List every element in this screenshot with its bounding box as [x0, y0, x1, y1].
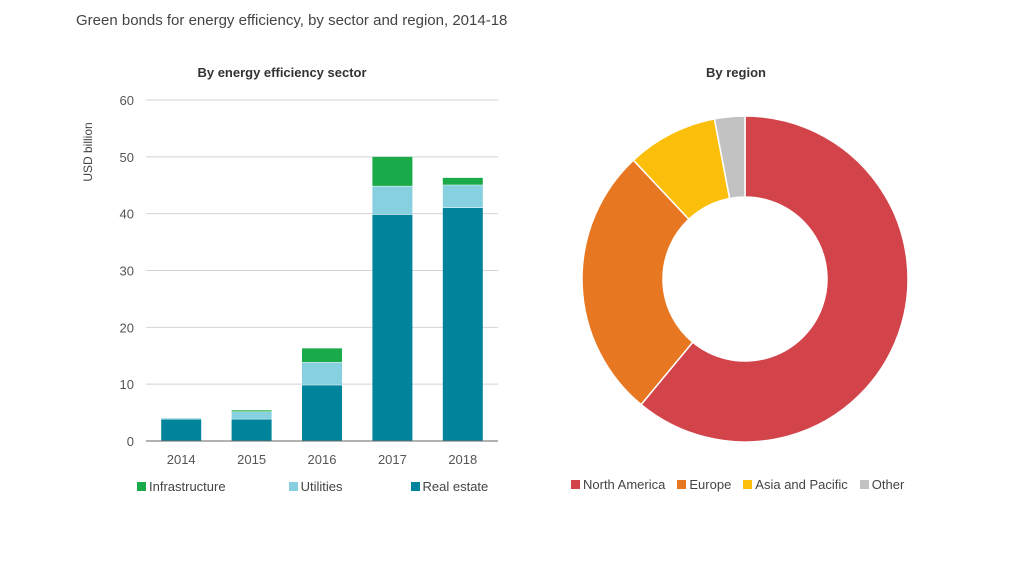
legend-item-infrastructure: Infrastructure — [137, 479, 226, 494]
bar-segment-real-estate — [302, 385, 342, 441]
utilities-swatch — [288, 482, 298, 491]
infrastructure-swatch — [137, 482, 146, 491]
x-tick-label: 2017 — [378, 452, 407, 467]
donut-slice-north-america — [640, 115, 909, 443]
x-tick-label: 2014 — [167, 452, 196, 467]
bar-segment-utilities — [372, 186, 413, 215]
bar-segment-utilities — [442, 185, 483, 208]
bar-segment-utilities — [302, 362, 342, 385]
asia-pacific-swatch — [743, 480, 753, 489]
legend-label-infrastructure: Infrastructure — [149, 479, 226, 494]
bar-segment-infrastructure — [231, 410, 272, 412]
bar-segment-real-estate — [231, 419, 272, 441]
bar-legend: Infrastructure Utilities Real estate — [137, 479, 488, 494]
donut-chart-title: By region — [706, 65, 766, 80]
europe-swatch — [677, 480, 687, 489]
y-tick-label: 10 — [120, 377, 134, 392]
x-tick-label: 2016 — [308, 452, 337, 467]
y-tick-label: 60 — [120, 93, 134, 108]
page-title: Green bonds for energy efficiency, by se… — [76, 12, 508, 29]
other-swatch — [859, 480, 869, 489]
legend-label-other: Other — [871, 477, 905, 492]
bar-segment-real-estate — [442, 207, 483, 441]
bar-segment-real-estate — [161, 419, 202, 441]
legend-label-asia-pacific: Asia and Pacific — [755, 477, 848, 492]
y-axis-label: USD billion — [81, 122, 95, 181]
legend-item-real-estate: Real estate — [410, 479, 489, 494]
legend-item-north-america: North America — [571, 477, 665, 492]
legend-item-asia-pacific: Asia and Pacific — [743, 477, 848, 492]
legend-label-europe: Europe — [689, 477, 732, 492]
y-tick-label: 50 — [120, 150, 134, 165]
bar-segment-utilities — [231, 412, 272, 419]
legend-label-utilities: Utilities — [300, 479, 343, 494]
real-estate-swatch — [410, 482, 420, 491]
legend-label-north-america: North America — [583, 477, 666, 492]
legend-item-utilities: Utilities — [288, 479, 343, 494]
y-tick-label: 20 — [120, 320, 134, 335]
y-tick-label: 30 — [120, 264, 134, 279]
bar-segment-infrastructure — [372, 156, 413, 186]
legend-item-europe: Europe — [677, 477, 731, 492]
bar-chart-title: By energy efficiency sector — [197, 65, 367, 80]
x-tick-label: 2015 — [237, 452, 266, 467]
north-america-swatch — [571, 480, 580, 489]
donut-legend: North America Europe Asia and Pacific Ot… — [571, 477, 904, 492]
bar-segment-real-estate — [372, 214, 413, 441]
legend-label-real-estate: Real estate — [422, 479, 489, 494]
donut-slice-europe — [581, 159, 694, 406]
bar-segment-infrastructure — [302, 348, 342, 363]
bar-segment-utilities — [161, 418, 202, 419]
bar-segment-infrastructure — [442, 177, 483, 185]
legend-item-other: Other — [859, 477, 905, 492]
x-tick-label: 2018 — [448, 452, 477, 467]
y-tick-label: 0 — [127, 434, 134, 449]
donut-slice-other — [713, 115, 746, 200]
y-tick-label: 40 — [120, 207, 134, 222]
